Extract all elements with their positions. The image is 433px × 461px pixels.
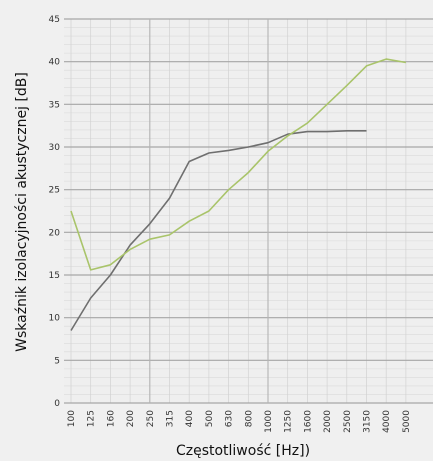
- x-tick-label: 315: [166, 410, 176, 427]
- x-tick-label: 630: [225, 410, 235, 427]
- x-tick-labels: 100 125 160 200 250 315 400 500 630 800 1000 1250 16…: [67, 410, 412, 433]
- x-tick-label: 1600: [303, 410, 313, 433]
- y-tick-label: 45: [49, 15, 60, 25]
- y-tick-label: 25: [49, 186, 60, 196]
- series-line-2: [70, 58, 407, 271]
- x-tick-label: 250: [146, 410, 156, 427]
- y-tick-label: 35: [49, 100, 60, 110]
- x-tick-label: 100: [67, 410, 77, 427]
- x-tick-label: 125: [87, 410, 97, 427]
- y-tick-label: 5: [54, 356, 60, 366]
- x-tick-label: 1000: [264, 410, 274, 433]
- y-tick-label: 15: [49, 271, 60, 281]
- x-tick-label: 500: [205, 410, 215, 427]
- x-tick-label: 200: [126, 410, 136, 427]
- y-tick-label: 40: [49, 58, 61, 68]
- x-tick-label: 2500: [343, 410, 353, 433]
- x-tick-label: 5000: [402, 410, 412, 433]
- y-tick-labels: 0 5 10 15 20 25 30 35 40 45: [49, 15, 61, 409]
- x-tick-label: 400: [185, 410, 195, 427]
- x-tick-label: 3150: [363, 410, 373, 433]
- x-tick-label: 1250: [284, 410, 294, 433]
- y-tick-label: 10: [49, 314, 61, 324]
- y-tick-label: 30: [49, 143, 61, 153]
- x-tick-label: 2000: [323, 410, 333, 433]
- x-axis-title: Częstotliwość [Hz]): [176, 443, 310, 459]
- grid-lines: [64, 18, 433, 404]
- y-tick-label: 20: [49, 228, 61, 238]
- x-tick-label: 160: [106, 410, 116, 427]
- y-axis-title: Wskaźnik izolacyjności akustycznej [dB]: [14, 72, 30, 352]
- series-lines: [70, 58, 407, 331]
- x-tick-label: 4000: [382, 410, 392, 433]
- x-tick-label: 800: [244, 410, 254, 427]
- series-line-1: [70, 130, 367, 331]
- y-tick-label: 0: [54, 399, 60, 409]
